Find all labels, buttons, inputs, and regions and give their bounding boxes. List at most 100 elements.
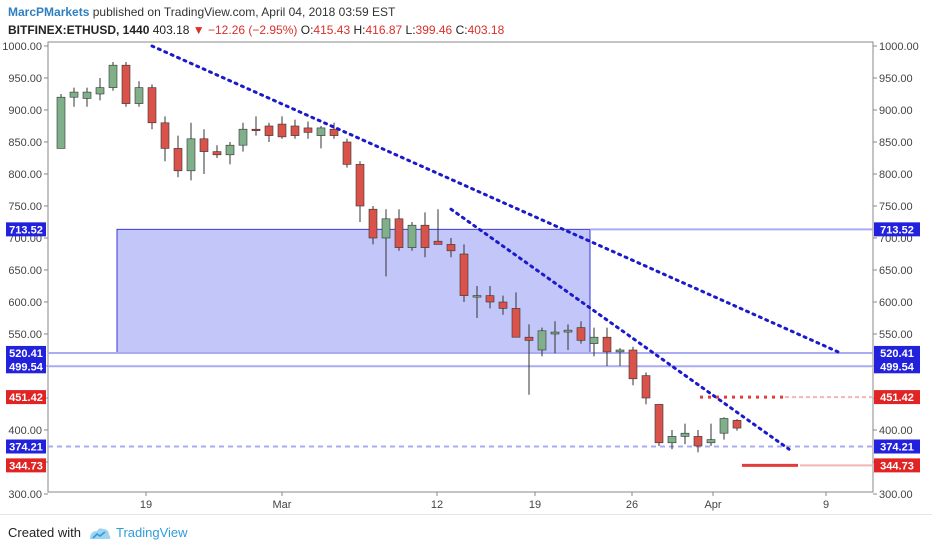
y-tick-label-left: 800.00 bbox=[8, 169, 42, 181]
level-tag-right bbox=[874, 359, 920, 374]
candle-body bbox=[537, 330, 547, 351]
candle-body bbox=[342, 141, 352, 165]
candle-body bbox=[381, 218, 391, 239]
level-tag-right-text: 344.73 bbox=[880, 460, 914, 472]
tradingview-logo-icon[interactable] bbox=[88, 525, 112, 543]
candle-body bbox=[472, 295, 482, 298]
level-tag-right-text: 499.54 bbox=[880, 361, 915, 373]
candle-body bbox=[563, 329, 573, 333]
published-text: published on TradingView.com, April 04, … bbox=[92, 5, 396, 19]
author-link[interactable]: MarcPMarkets bbox=[8, 5, 90, 19]
y-tick-label-right: 800.00 bbox=[879, 169, 913, 181]
candle-body bbox=[56, 96, 66, 149]
y-tick-label-right: 300.00 bbox=[879, 489, 913, 501]
candle-body bbox=[251, 128, 261, 131]
candle-body bbox=[108, 64, 118, 88]
candle-body bbox=[329, 128, 339, 136]
candle-body bbox=[368, 208, 378, 239]
level-tag-right-text: 520.41 bbox=[880, 348, 914, 360]
candle-body bbox=[498, 301, 508, 309]
close-value: 403.18 bbox=[467, 23, 505, 37]
candle-body bbox=[485, 295, 495, 303]
axis-layer: 1000.00 1000.00 950.00 950.00 900.00 900.00 85… bbox=[2, 41, 920, 511]
x-tick-label: 19 bbox=[140, 499, 152, 511]
ohlc-legend: BITFINEX:ETHUSD, 1440 403.18 ▼ −12.26 (−… bbox=[8, 23, 504, 37]
y-tick-label-left: 300.00 bbox=[8, 489, 42, 501]
level-tag-left bbox=[6, 458, 46, 473]
candles-layer bbox=[56, 62, 742, 453]
level-tag-left-text: 713.52 bbox=[9, 224, 43, 236]
candle-body bbox=[134, 87, 144, 104]
y-tick-label-left: 600.00 bbox=[8, 297, 42, 309]
candle-body bbox=[459, 253, 469, 296]
candle-body bbox=[667, 436, 677, 444]
price-chart[interactable]: 1000.00 1000.00 950.00 950.00 900.00 900.00 85… bbox=[0, 0, 932, 514]
price-change: −12.26 (−2.95%) bbox=[208, 23, 298, 37]
trendline bbox=[449, 207, 791, 451]
high-label: H: bbox=[353, 23, 366, 37]
candle-body bbox=[95, 87, 105, 95]
candle-body bbox=[238, 128, 248, 146]
candle-body bbox=[550, 331, 560, 335]
high-value: 416.87 bbox=[365, 23, 403, 37]
level-tag-right-text: 713.52 bbox=[880, 224, 914, 236]
candle-body bbox=[316, 127, 326, 136]
y-tick-label-right: 850.00 bbox=[879, 137, 913, 149]
level-tag-right bbox=[874, 345, 920, 360]
candle-body bbox=[394, 218, 404, 248]
y-tick-label-left: 1000.00 bbox=[2, 41, 42, 53]
candle-body bbox=[524, 336, 534, 341]
level-tag-left bbox=[6, 390, 46, 405]
y-tick-label-left: 900.00 bbox=[8, 105, 42, 117]
level-tag-right bbox=[874, 458, 920, 473]
y-tick-label-right: 650.00 bbox=[879, 265, 913, 277]
x-tick-label: Apr bbox=[704, 499, 721, 511]
x-tick-label: 19 bbox=[529, 499, 541, 511]
level-tag-right bbox=[874, 439, 920, 454]
candle-body bbox=[420, 224, 430, 248]
y-tick-label-right: 1000.00 bbox=[879, 41, 919, 53]
y-tick-label-right: 550.00 bbox=[879, 329, 913, 341]
extra-layer bbox=[700, 395, 798, 467]
level-tag-right bbox=[874, 222, 920, 237]
y-tick-label-left: 950.00 bbox=[8, 73, 42, 85]
x-tick-label: 12 bbox=[431, 499, 443, 511]
publish-info: MarcPMarkets published on TradingView.co… bbox=[8, 5, 395, 19]
candle-body bbox=[225, 144, 235, 156]
trend-layer bbox=[150, 44, 843, 451]
levels-layer bbox=[48, 228, 873, 467]
level-tag-left-text: 374.21 bbox=[9, 442, 43, 454]
candle-body bbox=[433, 240, 443, 245]
candle-body bbox=[511, 308, 521, 338]
candle-body bbox=[693, 436, 703, 447]
x-tick-label: 9 bbox=[823, 499, 829, 511]
level-tag-right bbox=[874, 390, 920, 405]
candle-body bbox=[147, 87, 157, 124]
candle-body bbox=[641, 375, 651, 399]
candle-body bbox=[615, 349, 625, 353]
candle-body bbox=[446, 244, 456, 252]
candle-body bbox=[121, 64, 131, 104]
candle-body bbox=[589, 336, 599, 344]
created-with-label: Created with bbox=[8, 525, 81, 540]
symbol-label: BITFINEX:ETHUSD, 1440 bbox=[8, 23, 150, 37]
level-tag-left bbox=[6, 439, 46, 454]
y-tick-label-right: 400.00 bbox=[879, 425, 913, 437]
zone-layer bbox=[116, 228, 591, 354]
low-label: L: bbox=[405, 23, 416, 37]
candle-body bbox=[680, 432, 690, 437]
down-arrow-icon: ▼ bbox=[192, 23, 205, 37]
candle-body bbox=[160, 122, 170, 149]
candle-body bbox=[69, 91, 79, 98]
tradingview-brand-link[interactable]: TradingView bbox=[116, 525, 188, 540]
last-price: 403.18 bbox=[152, 23, 190, 37]
candle-body bbox=[355, 164, 365, 207]
y-tick-label-right: 750.00 bbox=[879, 201, 913, 213]
level-tag-left bbox=[6, 345, 46, 360]
open-label: O: bbox=[300, 23, 314, 37]
candle-body bbox=[628, 349, 638, 380]
candle-body bbox=[212, 151, 222, 156]
y-tick-label-left: 400.00 bbox=[8, 425, 42, 437]
supply-zone bbox=[116, 228, 591, 354]
candle-body bbox=[199, 138, 209, 152]
